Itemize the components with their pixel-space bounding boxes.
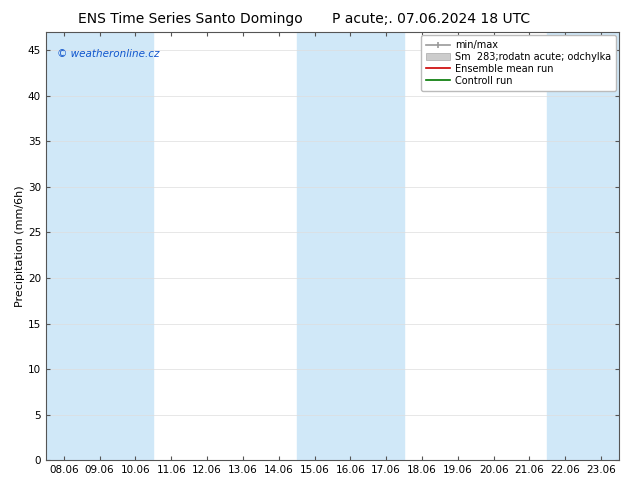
Bar <box>46 32 153 460</box>
Bar <box>547 32 619 460</box>
Y-axis label: Precipitation (mm/6h): Precipitation (mm/6h) <box>15 185 25 307</box>
Legend: min/max, Sm  283;rodatn acute; odchylka, Ensemble mean run, Controll run: min/max, Sm 283;rodatn acute; odchylka, … <box>421 35 616 91</box>
Text: P acute;. 07.06.2024 18 UTC: P acute;. 07.06.2024 18 UTC <box>332 12 530 26</box>
Bar <box>297 32 404 460</box>
Text: ENS Time Series Santo Domingo: ENS Time Series Santo Domingo <box>78 12 302 26</box>
Text: © weatheronline.cz: © weatheronline.cz <box>57 49 160 59</box>
